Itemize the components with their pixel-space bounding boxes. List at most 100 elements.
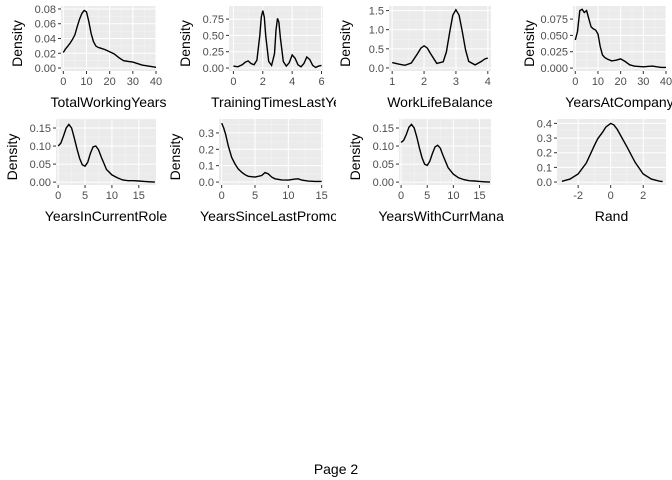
x-tick-label: 15 <box>316 190 328 202</box>
x-tick-label: 15 <box>133 190 145 202</box>
y-tick-label: 0.04 <box>35 34 56 46</box>
panel-background <box>399 119 491 185</box>
x-tick-label: 10 <box>592 76 604 88</box>
y-tick-label: 0.2 <box>199 144 214 156</box>
y-tick-label: 0.15 <box>373 123 394 135</box>
density-curve <box>221 122 322 183</box>
density-curve <box>400 123 491 183</box>
y-tick-label: 0.3 <box>199 128 214 140</box>
density-curve <box>62 9 157 68</box>
y-tick-label: 0.06 <box>35 19 56 31</box>
x-tick-label: 0 <box>608 190 614 202</box>
y-tick-label: 0.75 <box>203 14 224 26</box>
x-axis-title: YearsSinceLastPromot <box>200 208 342 224</box>
x-tick-label: 0 <box>55 190 61 202</box>
y-tick-label: 0.0 <box>537 177 552 189</box>
y-tick-label: 0.10 <box>30 141 51 153</box>
y-tick-label: 0.05 <box>30 159 51 171</box>
y-tick-label: 1.0 <box>369 25 384 37</box>
x-tick-label: 40 <box>150 76 162 88</box>
panel-background <box>557 119 666 185</box>
y-axis-title: Density <box>337 20 353 67</box>
y-tick-label: 0.08 <box>35 4 56 16</box>
y-axis-title: Density <box>177 20 193 67</box>
y-tick-label: 0.2 <box>537 148 552 160</box>
page-label: Page 2 <box>313 461 359 477</box>
density-panel-6: 0 5 10 15 0.0 0.1 0.2 0.3 YearsSinceLastPromot De… <box>167 119 342 224</box>
x-tick-label: 5 <box>82 190 88 202</box>
y-tick-label: 1.5 <box>369 6 384 18</box>
density-curve <box>561 122 663 183</box>
y-axis-title: Density <box>4 134 20 181</box>
density-panel-7: 0 5 10 15 0.00 0.05 0.10 0.15 YearsWithCurrManag… <box>347 118 511 224</box>
y-tick-label: 0.00 <box>30 177 51 189</box>
density-panel-3: 1 2 3 4 0.0 0.5 1.0 1.5 WorkLifeBalance Density <box>337 6 493 110</box>
y-tick-label: 0.1 <box>537 162 552 174</box>
y-tick-label: 0.025 <box>540 47 568 59</box>
panel-background <box>573 6 666 71</box>
x-axis-title: TrainingTimesLastYe <box>211 94 341 110</box>
density-curve <box>392 8 489 67</box>
x-tick-label: 4 <box>289 76 295 88</box>
x-tick-label: 30 <box>127 76 139 88</box>
y-tick-label: 0.4 <box>537 118 552 130</box>
density-curve <box>574 8 666 69</box>
x-tick-label: 10 <box>447 190 459 202</box>
density-panel-1: 0 10 20 30 40 0.00 0.02 0.04 0.06 0.08 TotalWorkin… <box>9 4 166 110</box>
y-tick-label: 0.15 <box>30 123 51 135</box>
x-tick-label: 0 <box>230 76 236 88</box>
x-axis-title: YearsInCurrentRole <box>45 208 168 224</box>
x-tick-label: 20 <box>615 76 627 88</box>
y-axis-title: Density <box>347 134 363 181</box>
x-tick-label: 10 <box>80 76 92 88</box>
x-tick-label: 4 <box>485 76 491 88</box>
y-tick-label: 0.0 <box>369 63 384 75</box>
density-panel-2: 0 2 4 6 0.00 0.25 0.50 0.75 TrainingTimesLastYe D… <box>177 6 341 110</box>
y-axis-title: Density <box>521 20 537 67</box>
y-tick-label: 0.50 <box>203 30 224 42</box>
y-tick-label: 0.10 <box>373 141 394 153</box>
x-tick-label: 0 <box>219 190 225 202</box>
y-tick-label: 0.5 <box>369 44 384 56</box>
x-tick-label: 10 <box>106 190 118 202</box>
y-tick-label: 0.050 <box>540 30 568 42</box>
x-tick-label: 2 <box>260 76 266 88</box>
x-tick-label: 10 <box>282 190 294 202</box>
x-axis-title: YearsWithCurrManag <box>378 208 511 224</box>
y-tick-label: 0.0 <box>199 177 214 189</box>
x-tick-label: 40 <box>660 76 672 88</box>
x-tick-label: 2 <box>421 76 427 88</box>
x-tick-label: 5 <box>424 190 430 202</box>
y-tick-label: 0.00 <box>203 63 224 75</box>
x-tick-label: 1 <box>389 76 395 88</box>
density-curve <box>57 123 155 183</box>
density-panel-8: -2 0 2 0.0 0.1 0.2 0.3 0.4 Rand <box>537 118 666 224</box>
y-axis-title: Density <box>167 134 183 181</box>
x-axis-title: TotalWorkingYears <box>51 94 167 110</box>
y-tick-label: 0.1 <box>199 161 214 173</box>
density-panel-4: 0 10 20 30 40 0.000 0.025 0.050 0.075 YearsAtComp… <box>521 6 672 110</box>
density-curve <box>233 10 322 69</box>
y-tick-label: 0.00 <box>373 177 394 189</box>
x-tick-label: 5 <box>252 190 258 202</box>
x-axis-title: YearsAtCompany <box>565 94 672 110</box>
panel-background <box>219 119 323 185</box>
x-axis-title: WorkLifeBalance <box>387 94 493 110</box>
y-tick-label: 0.25 <box>203 47 224 59</box>
x-tick-label: 6 <box>318 76 324 88</box>
y-tick-label: 0.075 <box>540 14 568 26</box>
y-tick-label: 0.05 <box>373 159 394 171</box>
x-tick-label: 15 <box>473 190 485 202</box>
y-axis-title: Density <box>9 20 25 67</box>
x-tick-label: -2 <box>573 190 583 202</box>
x-tick-label: 0 <box>572 76 578 88</box>
density-panel-5: 0 5 10 15 0.00 0.05 0.10 0.15 YearsInCurrentRole… <box>4 118 168 224</box>
y-tick-label: 0.00 <box>35 63 56 75</box>
x-tick-label: 20 <box>104 76 116 88</box>
x-tick-label: 3 <box>453 76 459 88</box>
panel-background <box>56 119 156 185</box>
y-tick-label: 0.02 <box>35 48 56 60</box>
x-tick-label: 2 <box>640 190 646 202</box>
x-tick-label: 0 <box>398 190 404 202</box>
